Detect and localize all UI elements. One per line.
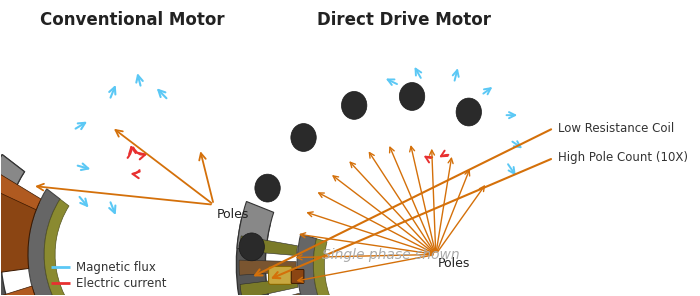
Wedge shape (0, 155, 270, 296)
Wedge shape (244, 293, 302, 296)
Text: Poles: Poles (438, 258, 470, 271)
Wedge shape (0, 155, 25, 194)
Text: Low Resistance Coil: Low Resistance Coil (558, 122, 674, 135)
Wedge shape (239, 236, 298, 255)
Circle shape (400, 83, 425, 110)
Wedge shape (237, 202, 274, 251)
Wedge shape (239, 260, 296, 275)
Wedge shape (237, 217, 541, 296)
Wedge shape (44, 199, 209, 296)
Circle shape (239, 233, 265, 261)
Circle shape (291, 123, 316, 152)
Text: Electric current: Electric current (76, 277, 167, 290)
FancyBboxPatch shape (269, 266, 292, 284)
Wedge shape (0, 286, 36, 296)
Wedge shape (0, 290, 68, 296)
Text: Magnetic flux: Magnetic flux (76, 261, 156, 274)
Text: High Pole Count (10X): High Pole Count (10X) (558, 152, 688, 165)
Text: Single phase shown: Single phase shown (321, 247, 459, 262)
Circle shape (255, 174, 280, 202)
Text: Conventional Motor: Conventional Motor (40, 11, 225, 29)
Wedge shape (28, 189, 223, 296)
Circle shape (456, 98, 482, 126)
Wedge shape (0, 171, 41, 210)
Text: Poles: Poles (216, 208, 248, 221)
Wedge shape (0, 176, 39, 276)
Wedge shape (240, 278, 298, 296)
Text: Direct Drive Motor: Direct Drive Motor (317, 11, 491, 29)
Circle shape (342, 91, 367, 119)
Wedge shape (314, 239, 478, 296)
FancyBboxPatch shape (291, 269, 304, 283)
Wedge shape (297, 234, 491, 296)
